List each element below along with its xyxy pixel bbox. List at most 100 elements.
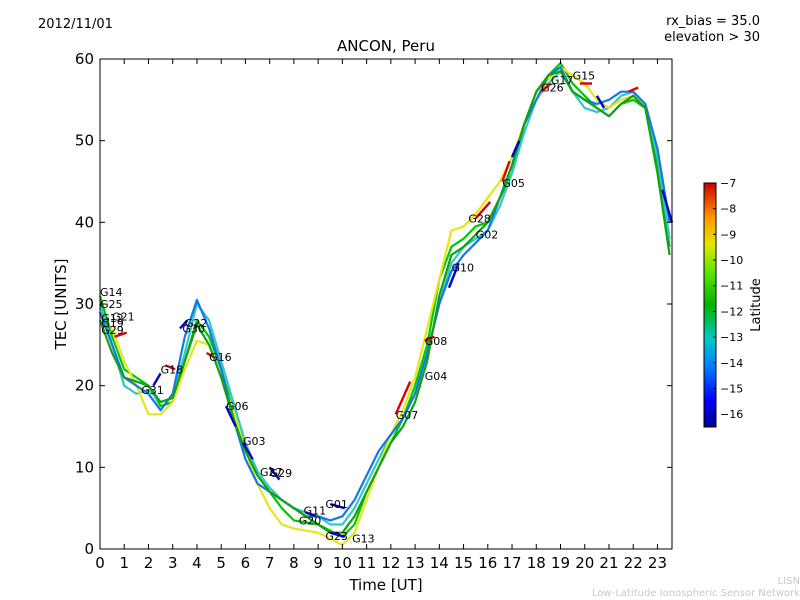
track-segment-2: [164, 364, 176, 371]
x-tick-label: 3: [168, 554, 178, 572]
x-tick-label: 12: [381, 554, 400, 572]
colorbar-ticks: −7 −8 −9 −10 −11 −12 −13 −14 −15 −16: [713, 177, 743, 421]
track-segment-11: [394, 381, 412, 415]
satellite-label: G11: [304, 505, 327, 518]
x-tick-label: 23: [648, 554, 667, 572]
satellite-label: G16: [209, 351, 232, 364]
satellite-label: G07: [396, 409, 419, 422]
x-tick-label: 8: [289, 554, 299, 572]
series-line-2: [111, 66, 671, 546]
track-segment-10: [329, 531, 346, 538]
satellite-label: G29: [270, 467, 293, 480]
filter-info: rx_bias = 35.0 elevation > 30: [664, 14, 760, 46]
x-tick-label: 22: [624, 554, 643, 572]
x-tick-label: 21: [599, 554, 618, 572]
x-tick-label: 14: [430, 554, 449, 572]
track-segment-0: [114, 331, 128, 338]
colorbar-tick-label: −11: [720, 280, 743, 293]
x-tick-label: 1: [119, 554, 129, 572]
satellite-label: G10: [451, 261, 474, 274]
satellite-label: G21: [112, 310, 135, 323]
y-axis-label: TEC [UNITS]: [52, 259, 70, 351]
colorbar-tick-label: −16: [720, 408, 743, 421]
satellite-label: G12: [101, 312, 124, 325]
satellite-label: G15: [573, 69, 596, 82]
satellite-label: G05: [502, 177, 525, 190]
track-segment-13: [447, 262, 460, 289]
x-tick-label: 15: [454, 554, 473, 572]
satellite-label: G01: [325, 498, 348, 511]
x-tick-label: 16: [478, 554, 497, 572]
x-tick-label: 10: [333, 554, 352, 572]
y-tick-label: 10: [75, 458, 94, 476]
colorbar: [703, 182, 717, 428]
y-tick-label: 0: [84, 540, 94, 558]
track-segment-12: [424, 335, 435, 342]
track-segment-14: [474, 201, 492, 220]
satellite-label: G22: [185, 317, 208, 330]
satellite-label: G23: [325, 530, 348, 543]
satellite-label: G27: [260, 466, 283, 479]
track-segment-17: [540, 82, 552, 93]
satellite-label: G19: [101, 317, 124, 330]
annotation-group: G14G25G21G12G19G29G18G31G22G30G16G06G03G…: [100, 69, 595, 545]
y-tick-label: 30: [75, 295, 94, 313]
date-label: 2012/11/01: [38, 17, 113, 32]
y-tick-label: 60: [75, 50, 94, 68]
satellite-label: G28: [468, 212, 491, 225]
x-tick-label: 7: [265, 554, 275, 572]
track-segment-3: [179, 319, 189, 330]
track-segment-21: [661, 189, 674, 223]
satellite-label: G31: [141, 384, 164, 397]
satellite-label: G26: [541, 82, 564, 95]
satellite-label: G29: [101, 324, 124, 337]
x-axis-label: Time [UT]: [348, 576, 422, 594]
x-tick-label: 9: [313, 554, 323, 572]
colorbar-tick-label: −10: [720, 254, 743, 267]
track-segment-1: [152, 372, 162, 387]
satellite-label: G14: [100, 286, 123, 299]
colorbar-tick-label: −14: [720, 357, 743, 370]
track-segment-15: [501, 160, 511, 182]
series-line-0: [98, 62, 671, 538]
x-tick-label: 0: [95, 554, 105, 572]
footer-network: Low-Latitude Ionospheric Sensor Network: [592, 588, 800, 599]
series-line-4: [98, 70, 671, 534]
x-tick-label: 5: [216, 554, 226, 572]
x-tick-label: 11: [357, 554, 376, 572]
rx-bias-label: rx_bias = 35.0: [666, 14, 760, 29]
colorbar-tick-label: −12: [720, 305, 743, 318]
x-axis: 0 1 2 3 4 5 6 7 8 9 10 11 12 13 14 15 16 17 18 19 20 21 22 23: [95, 59, 667, 572]
colorbar-tick-label: −9: [720, 228, 736, 241]
track-segment-9: [329, 502, 346, 510]
satellite-label: G30: [182, 323, 205, 336]
satellite-label: G18: [161, 363, 184, 376]
track-segment-5: [224, 405, 237, 428]
track-segment-6: [241, 442, 254, 460]
track-segment-7: [268, 466, 281, 481]
satellite-label: G13: [352, 532, 375, 545]
plot-frame: [99, 58, 673, 550]
satellite-label: G08: [425, 335, 448, 348]
colorbar-tick-label: −13: [720, 331, 743, 344]
y-axis: 0 10 20 30 40 50 60: [75, 50, 672, 558]
x-tick-label: 6: [241, 554, 251, 572]
y-tick-label: 40: [75, 213, 94, 231]
x-tick-label: 18: [527, 554, 546, 572]
x-tick-label: 20: [575, 554, 594, 572]
x-tick-label: 19: [551, 554, 570, 572]
track-segment-16: [510, 140, 521, 158]
track-segment-19: [595, 95, 606, 109]
satellite-label: G20: [299, 514, 322, 527]
satellite-label: G06: [226, 400, 249, 413]
colorbar-tick-label: −7: [720, 177, 736, 190]
colorbar-tick-label: −15: [720, 382, 743, 395]
segment-group: [114, 82, 674, 538]
footer-brand: LISN: [777, 576, 800, 587]
satellite-label: G17: [551, 74, 574, 87]
colorbar-label: Latitude: [749, 278, 764, 332]
chart-title: ANCON, Peru: [337, 37, 435, 55]
elevation-label: elevation > 30: [664, 30, 760, 45]
x-tick-label: 2: [144, 554, 154, 572]
